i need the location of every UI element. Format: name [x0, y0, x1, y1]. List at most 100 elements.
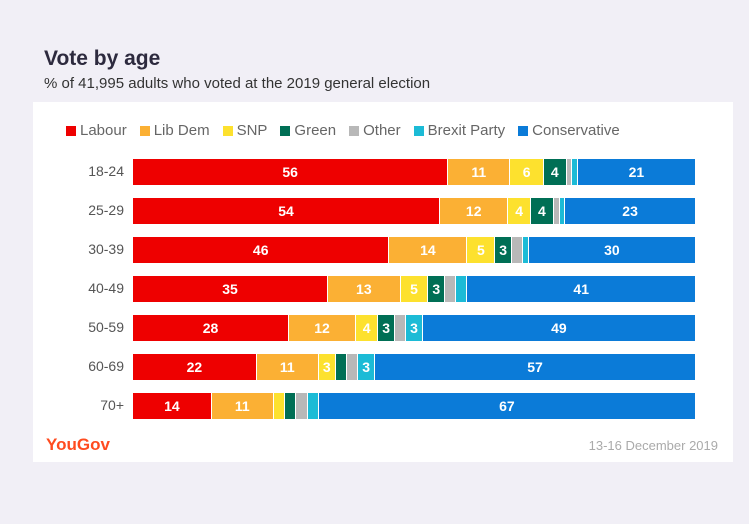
bar-segment: [394, 315, 407, 341]
legend-swatch: [66, 125, 76, 136]
bar-segment: [572, 159, 578, 185]
data-label: 23: [622, 203, 638, 219]
data-label: 35: [222, 281, 238, 297]
bar-segment: 4: [543, 159, 567, 185]
bar-segment: 3: [318, 354, 336, 380]
bar-segment: 14: [389, 237, 468, 263]
data-label: 14: [164, 398, 180, 414]
data-label: 3: [382, 320, 391, 336]
bar-segment: 14: [133, 393, 212, 419]
bar-segment: 28: [133, 315, 290, 341]
category-label: 70+: [100, 397, 124, 413]
bar-segment: 46: [133, 237, 390, 263]
bar-segment: 5: [467, 237, 496, 263]
legend-item: Labour: [66, 122, 127, 139]
date-label: 13-16 December 2019: [588, 438, 718, 453]
bar-segment: [307, 393, 319, 419]
bar-segment: 54: [133, 198, 441, 224]
legend-label: Green: [294, 122, 337, 139]
chart-title: Vote by age: [44, 47, 161, 70]
bar-segment: 11: [211, 393, 274, 419]
data-label: 13: [356, 281, 372, 297]
category-label: 50-59: [88, 319, 124, 335]
legend-swatch: [222, 125, 233, 136]
bar-segment: [559, 198, 566, 224]
bar-segment: 3: [358, 354, 376, 380]
data-label: 5: [476, 242, 485, 258]
bar-segment: [456, 276, 468, 302]
legend-swatch: [413, 125, 424, 136]
bar-segment: 4: [508, 198, 532, 224]
data-label: 11: [234, 398, 250, 414]
bar-segment: 3: [428, 276, 446, 302]
data-label: 11: [471, 164, 487, 180]
data-label: 14: [420, 242, 436, 258]
data-label: 28: [202, 320, 219, 336]
legend-item: Brexit Party: [413, 122, 506, 139]
bar-segment: [566, 159, 573, 185]
legend-label: Conservative: [532, 122, 620, 139]
bar-segment: 12: [440, 198, 509, 224]
legend-swatch: [349, 125, 360, 136]
data-label: 30: [604, 242, 620, 258]
data-label: 4: [550, 164, 559, 180]
legend-item: Lib Dem: [139, 122, 210, 139]
data-label: 57: [527, 359, 543, 375]
legend-label: SNP: [236, 122, 268, 139]
bar-segment: 21: [577, 159, 696, 185]
bar-segment: 13: [328, 276, 401, 302]
data-label: 4: [538, 203, 546, 219]
bar-segment: [445, 276, 457, 302]
bar-segment: [346, 354, 359, 380]
bar-segment: [285, 393, 297, 419]
bar-segment: 12: [289, 315, 356, 341]
chart-subtitle: % of 41,995 adults who voted at the 2019…: [44, 75, 431, 92]
legend: Labour Lib Dem SNP Green Other Brexit Party Co…: [66, 122, 620, 139]
bar-segment: 11: [256, 354, 319, 380]
data-label: 3: [499, 242, 508, 258]
data-label: 5: [410, 281, 418, 297]
data-label: 49: [551, 320, 567, 336]
legend-item: Other: [349, 122, 401, 139]
data-label: 67: [499, 398, 515, 414]
data-label: 3: [362, 359, 371, 375]
bar-segment: 35: [133, 276, 329, 302]
legend-swatch: [139, 125, 150, 136]
data-label: 3: [432, 281, 441, 297]
bar-segment: [523, 237, 529, 263]
bar-segment: 22: [133, 354, 257, 380]
category-label: 30-39: [88, 241, 124, 257]
bar-segment: 3: [406, 315, 423, 341]
category-label: 40-49: [88, 280, 124, 296]
legend-label: Lib Dem: [153, 122, 210, 139]
data-label: 12: [314, 320, 330, 336]
bar-segment: 4: [531, 198, 554, 224]
legend-swatch: [518, 125, 529, 136]
bar-segment: 41: [467, 276, 696, 302]
category-label: 25-29: [88, 202, 124, 218]
data-label: 3: [410, 320, 418, 336]
bar-segment: 56: [133, 159, 449, 185]
bar-segment: 30: [528, 237, 696, 263]
yougov-logo: YouGov: [46, 435, 110, 454]
data-label: 41: [573, 281, 589, 297]
bar-segment: 6: [510, 159, 544, 185]
category-label: 60-69: [88, 358, 124, 374]
legend-label: Brexit Party: [427, 122, 506, 139]
bar-segment: 23: [565, 198, 696, 224]
bar-segment: [335, 354, 347, 380]
bar-segment: 57: [375, 354, 696, 380]
legend-item: SNP: [222, 122, 268, 139]
data-label: 4: [362, 320, 371, 336]
data-label: 6: [522, 164, 531, 180]
data-label: 22: [186, 359, 203, 375]
bar-segment: 67: [318, 393, 696, 419]
data-label: 4: [515, 203, 524, 219]
data-label: 21: [628, 164, 645, 180]
data-label: 56: [282, 164, 298, 180]
bar-segment: [553, 198, 560, 224]
legend-label: Labour: [80, 122, 127, 139]
bar-segment: [273, 393, 285, 419]
bar-segment: [512, 237, 524, 263]
bar-segment: 4: [355, 315, 379, 341]
